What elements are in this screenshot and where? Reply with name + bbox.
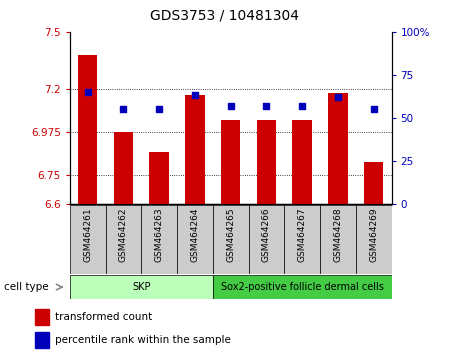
Point [84,89,91,95]
Point [120,106,127,112]
Point [227,103,234,109]
Bar [328,93,348,204]
Bar [256,120,276,204]
Bar [177,205,213,274]
Text: GDS3753 / 10481304: GDS3753 / 10481304 [150,9,300,23]
Bar [213,275,392,299]
Bar [221,120,240,204]
Bar [70,275,213,299]
Bar [149,152,169,204]
Text: GSM464268: GSM464268 [333,207,342,262]
Point [370,106,377,112]
Bar [105,205,141,274]
Bar [292,120,312,204]
Text: GSM464269: GSM464269 [369,207,378,262]
Text: GSM464267: GSM464267 [297,207,306,262]
Bar [364,161,383,204]
Text: transformed count: transformed count [55,312,152,322]
Point [191,92,198,98]
Text: Sox2-positive follicle dermal cells: Sox2-positive follicle dermal cells [220,282,383,292]
Bar [113,132,133,204]
Point [334,94,342,100]
Bar [185,95,205,204]
Bar [70,205,105,274]
Text: percentile rank within the sample: percentile rank within the sample [55,335,231,345]
Text: GSM464264: GSM464264 [190,207,199,262]
Bar [35,309,49,325]
Bar [248,205,284,274]
Text: GSM464261: GSM464261 [83,207,92,262]
Text: cell type: cell type [4,282,49,292]
Text: GSM464265: GSM464265 [226,207,235,262]
Text: GSM464263: GSM464263 [155,207,164,262]
Text: GSM464262: GSM464262 [119,207,128,262]
Point [263,103,270,109]
Text: GSM464266: GSM464266 [262,207,271,262]
Bar [78,55,98,204]
Bar [213,205,248,274]
Bar [356,205,392,274]
Bar [284,205,320,274]
Point [156,106,163,112]
Bar [141,205,177,274]
Point [298,103,306,109]
Bar [320,205,356,274]
Text: SKP: SKP [132,282,150,292]
Bar [35,332,49,348]
